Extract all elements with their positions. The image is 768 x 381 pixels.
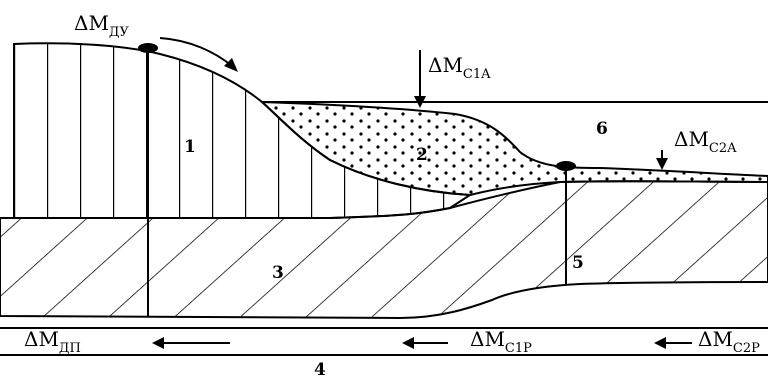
region-2-label: 2 xyxy=(416,145,428,165)
flow-c1a-label: ΔMC1A xyxy=(428,53,491,82)
marker-left xyxy=(138,43,158,53)
arrow-c2a-head xyxy=(656,158,668,170)
flow-du-label: ΔMДУ xyxy=(74,11,129,40)
flow-c1p-label: ΔMC1P xyxy=(470,327,532,356)
arrow-c1a-head xyxy=(414,96,426,108)
region-3-shape xyxy=(0,180,768,320)
region-1-label: 1 xyxy=(184,137,196,157)
region-6-label: 6 xyxy=(596,119,608,139)
marker-right xyxy=(556,161,576,171)
arrow-c1p-head xyxy=(402,337,414,349)
arrow-du-curve xyxy=(159,37,233,67)
flow-dp-label: ΔMДП xyxy=(24,327,81,356)
region-4-label: 4 xyxy=(314,360,326,380)
arrow-dp-head xyxy=(152,337,164,349)
region-3-label: 3 xyxy=(272,263,284,283)
region-5-label: 5 xyxy=(572,253,584,273)
arrow-du-head xyxy=(224,58,238,72)
arrow-c2p-head xyxy=(654,337,666,349)
flow-c2p-label: ΔMC2P xyxy=(698,327,760,356)
flow-c2a-label: ΔMC2A xyxy=(674,127,737,156)
